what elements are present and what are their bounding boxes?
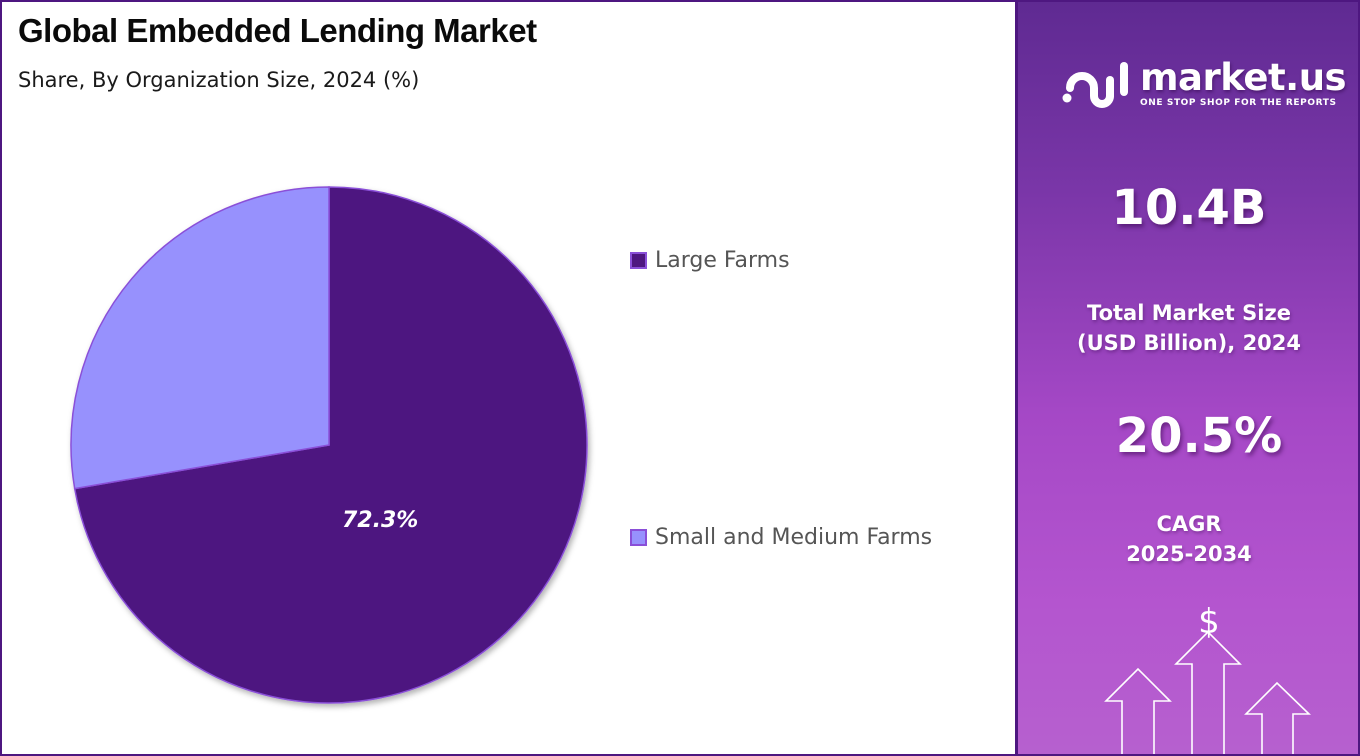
cagr-label-line1: CAGR (1156, 512, 1222, 536)
market-size-label-line1: Total Market Size (1087, 301, 1291, 325)
legend-item-large-farms[interactable]: Large Farms (630, 248, 790, 273)
cagr-value: 20.5% (1115, 408, 1283, 464)
market-us-logo-icon (1062, 62, 1128, 108)
growth-arrows-icon: $ (1104, 602, 1311, 754)
chart-subtitle: Share, By Organization Size, 2024 (%) (18, 68, 420, 92)
pie-chart (70, 186, 588, 704)
pie-slice-large-farms[interactable] (73, 186, 588, 704)
market-size-label: Total Market Size (USD Billion), 2024 (1018, 298, 1358, 358)
logo-tagline: ONE STOP SHOP FOR THE REPORTS (1140, 98, 1337, 108)
market-size-value: 10.4B (1111, 180, 1267, 236)
panel-divider (1015, 0, 1018, 756)
chart-title: Global Embedded Lending Market (18, 12, 537, 49)
market-size-label-line2: (USD Billion), 2024 (1076, 331, 1302, 355)
logo-name: market.us (1140, 56, 1347, 99)
cagr-label-line2: 2025-2034 (1126, 542, 1252, 566)
legend-item-small-medium-farms[interactable]: Small and Medium Farms (630, 525, 932, 550)
dollar-sign-icon: $ (1198, 602, 1220, 642)
legend-swatch-small-medium-farms (630, 529, 647, 546)
brand-logo: market.us ONE STOP SHOP FOR THE REPORTS (1062, 56, 1347, 110)
legend-swatch-large-farms (630, 252, 647, 269)
pie-label-large-farms: 72.3% (342, 508, 419, 533)
legend-label: Small and Medium Farms (655, 525, 933, 550)
stats-panel: market.us ONE STOP SHOP FOR THE REPORTS … (1018, 2, 1358, 754)
legend-label: Large Farms (655, 248, 790, 273)
cagr-label: CAGR 2025-2034 (1018, 509, 1358, 569)
pie-slice-small-medium-farms[interactable] (70, 186, 330, 490)
logo-text: market.us ONE STOP SHOP FOR THE REPORTS (1140, 56, 1347, 108)
